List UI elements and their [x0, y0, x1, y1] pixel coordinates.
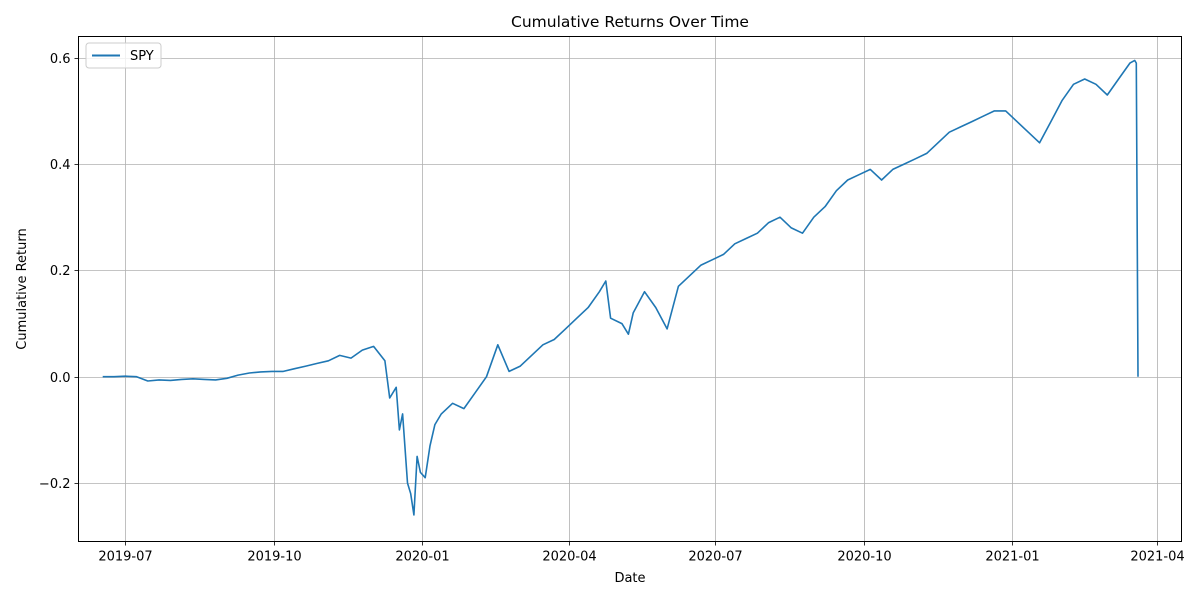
legend-label-spy: SPY	[130, 49, 154, 64]
x-tick-label: 2020-01	[395, 550, 449, 565]
y-tick-label: 0.2	[50, 264, 71, 279]
y-tick-label: 0.6	[50, 52, 71, 67]
legend: SPY	[85, 42, 162, 69]
y-tick-label: −0.2	[39, 477, 71, 492]
x-tick-label: 2019-07	[98, 550, 152, 565]
x-tick-label: 2021-01	[985, 550, 1039, 565]
plot-frame	[78, 36, 1182, 542]
x-axis-label: Date	[614, 571, 645, 586]
axis-ticks: 2019-07 2019-10 2020-01 2020-04 2020-07 2020-…	[39, 52, 1185, 565]
y-tick-label: 0.0	[50, 371, 71, 386]
chart-title: Cumulative Returns Over Time	[511, 13, 749, 31]
x-tick-label: 2019-10	[247, 550, 301, 565]
x-tick-label: 2020-04	[542, 550, 596, 565]
y-tick-label: 0.4	[50, 158, 71, 173]
x-tick-label: 2020-07	[688, 550, 742, 565]
legend-box	[85, 42, 162, 69]
series-lines	[102, 59, 1139, 516]
x-tick-label: 2021-04	[1130, 550, 1184, 565]
series-line-spy	[102, 59, 1139, 516]
x-tick-label: 2020-10	[837, 550, 891, 565]
y-axis-label: Cumulative Return	[15, 228, 30, 349]
grid-lines	[78, 36, 1182, 542]
